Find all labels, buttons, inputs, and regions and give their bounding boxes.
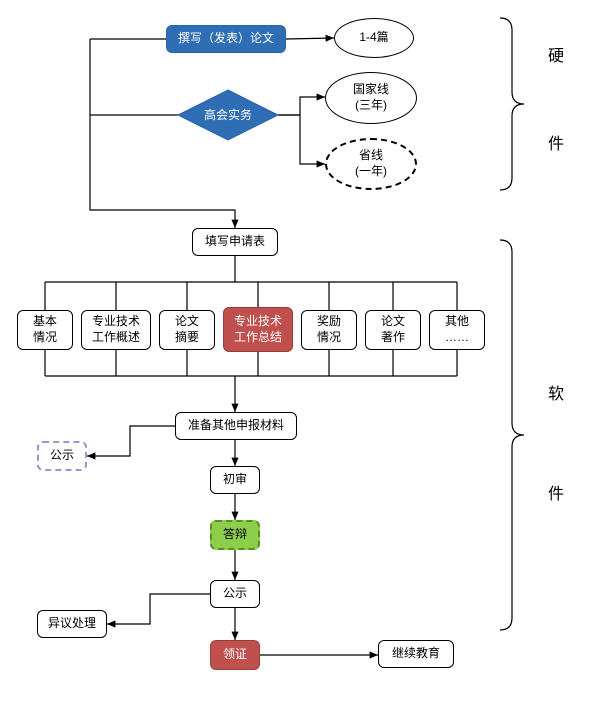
node-write_paper: 撰写（发表）论文	[166, 25, 286, 53]
node-abstract: 论文摘要	[159, 310, 215, 350]
node-national_line: 国家线(三年)	[325, 72, 417, 124]
node-yiyi: 异议处理	[37, 610, 107, 638]
node-gongshi1: 公示	[37, 441, 87, 471]
node-gongshi2: 公示	[210, 580, 260, 608]
label-soft2: 件	[548, 480, 564, 504]
node-prep_material: 准备其他申报材料	[175, 412, 297, 440]
node-basic: 基本情况	[17, 310, 73, 350]
node-other: 其他……	[429, 310, 485, 350]
node-count_1_4: 1-4篇	[334, 18, 414, 58]
node-lingzheng: 领证	[210, 640, 260, 670]
node-fill_form: 填写申请表	[192, 228, 278, 256]
node-dabian: 答辩	[210, 520, 260, 550]
node-tech_overview: 专业技术工作概述	[81, 310, 151, 350]
node-province_line: 省线(一年)	[325, 138, 417, 190]
svg-text:高会实务: 高会实务	[204, 107, 252, 122]
label-hard2: 件	[548, 130, 564, 154]
node-chushen: 初审	[210, 466, 260, 494]
label-hard: 硬	[548, 42, 564, 66]
node-award: 奖励情况	[301, 310, 357, 350]
label-soft: 软	[548, 380, 564, 404]
node-jixu: 继续教育	[378, 640, 454, 668]
node-pub: 论文著作	[365, 310, 421, 350]
node-tech_summary: 专业技术工作总结	[223, 307, 293, 352]
